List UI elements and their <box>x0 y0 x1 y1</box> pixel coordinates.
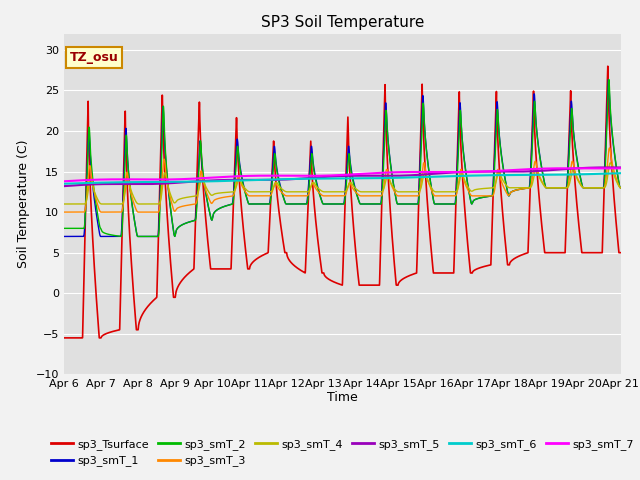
sp3_smT_4 <box>406 189 414 195</box>
sp3_smT_7 <box>617 166 625 171</box>
sp3_smT_2 <box>564 171 572 177</box>
sp3_smT_5 <box>617 165 625 170</box>
sp3_smT_6 <box>564 172 572 178</box>
Line: sp3_smT_1: sp3_smT_1 <box>64 80 621 237</box>
sp3_smT_5 <box>397 173 404 179</box>
sp3_smT_1 <box>617 185 625 191</box>
Text: TZ_osu: TZ_osu <box>70 51 118 64</box>
X-axis label: Time: Time <box>327 391 358 404</box>
sp3_smT_1 <box>564 166 572 172</box>
Legend: sp3_Tsurface, sp3_smT_1, sp3_smT_2, sp3_smT_3, sp3_smT_4, sp3_smT_5, sp3_smT_6, : sp3_Tsurface, sp3_smT_1, sp3_smT_2, sp3_… <box>46 434 639 471</box>
sp3_Tsurface <box>406 272 414 278</box>
sp3_smT_5 <box>564 166 572 172</box>
sp3_smT_4 <box>60 201 68 207</box>
sp3_smT_2 <box>397 201 404 207</box>
sp3_smT_2 <box>617 185 625 191</box>
sp3_smT_1 <box>397 201 404 207</box>
sp3_smT_7 <box>562 166 570 171</box>
sp3_smT_6 <box>397 175 404 180</box>
sp3_smT_3 <box>216 195 223 201</box>
sp3_Tsurface <box>397 278 404 284</box>
Line: sp3_smT_5: sp3_smT_5 <box>64 168 621 186</box>
sp3_smT_1 <box>216 205 223 211</box>
sp3_smT_7 <box>617 166 625 171</box>
sp3_Tsurface <box>60 335 68 341</box>
sp3_Tsurface <box>617 250 625 255</box>
sp3_smT_4 <box>607 160 614 166</box>
Line: sp3_smT_7: sp3_smT_7 <box>64 168 621 181</box>
sp3_smT_5 <box>617 165 625 170</box>
sp3_smT_2 <box>60 226 68 231</box>
sp3_smT_7 <box>179 176 187 182</box>
sp3_smT_4 <box>397 189 404 195</box>
sp3_Tsurface <box>216 266 223 272</box>
sp3_smT_3 <box>617 185 625 191</box>
sp3_smT_2 <box>134 234 141 240</box>
sp3_smT_3 <box>406 193 414 199</box>
sp3_smT_3 <box>60 209 68 215</box>
sp3_smT_6 <box>406 175 414 180</box>
sp3_smT_5 <box>216 177 223 183</box>
sp3_smT_1 <box>179 221 187 227</box>
sp3_smT_7 <box>60 179 68 184</box>
sp3_smT_6 <box>617 170 625 176</box>
sp3_smT_4 <box>216 190 223 196</box>
sp3_smT_2 <box>406 201 414 207</box>
sp3_smT_4 <box>617 185 625 191</box>
sp3_smT_6 <box>60 181 68 187</box>
sp3_smT_3 <box>397 193 404 199</box>
sp3_Tsurface <box>604 63 612 69</box>
sp3_smT_4 <box>179 195 187 201</box>
sp3_smT_5 <box>179 180 187 185</box>
Title: SP3 Soil Temperature: SP3 Soil Temperature <box>260 15 424 30</box>
sp3_smT_2 <box>216 205 223 211</box>
sp3_smT_7 <box>406 169 414 175</box>
Line: sp3_smT_3: sp3_smT_3 <box>64 148 621 212</box>
sp3_Tsurface <box>617 250 625 255</box>
sp3_smT_3 <box>179 203 187 209</box>
sp3_smT_6 <box>616 170 624 176</box>
Y-axis label: Soil Temperature (C): Soil Temperature (C) <box>17 140 30 268</box>
sp3_smT_7 <box>216 174 223 180</box>
sp3_smT_1 <box>406 201 414 207</box>
sp3_smT_6 <box>216 178 223 184</box>
Line: sp3_smT_6: sp3_smT_6 <box>64 173 621 184</box>
sp3_smT_2 <box>605 77 612 83</box>
sp3_smT_6 <box>179 179 187 185</box>
sp3_smT_5 <box>60 183 68 189</box>
sp3_smT_1 <box>605 77 612 83</box>
sp3_smT_4 <box>617 185 625 191</box>
sp3_smT_1 <box>60 234 68 240</box>
sp3_smT_4 <box>564 184 572 190</box>
sp3_smT_3 <box>605 145 613 151</box>
sp3_smT_2 <box>617 185 625 191</box>
Line: sp3_smT_4: sp3_smT_4 <box>64 163 621 204</box>
sp3_smT_5 <box>406 172 414 178</box>
Line: sp3_smT_2: sp3_smT_2 <box>64 80 621 237</box>
sp3_smT_3 <box>617 185 625 191</box>
sp3_smT_2 <box>180 221 188 227</box>
sp3_Tsurface <box>179 276 187 282</box>
sp3_smT_7 <box>564 166 572 171</box>
Line: sp3_Tsurface: sp3_Tsurface <box>64 66 621 338</box>
sp3_smT_5 <box>605 165 612 170</box>
sp3_Tsurface <box>564 169 572 175</box>
sp3_smT_7 <box>397 169 404 175</box>
sp3_smT_1 <box>617 185 625 191</box>
sp3_smT_3 <box>564 183 572 189</box>
